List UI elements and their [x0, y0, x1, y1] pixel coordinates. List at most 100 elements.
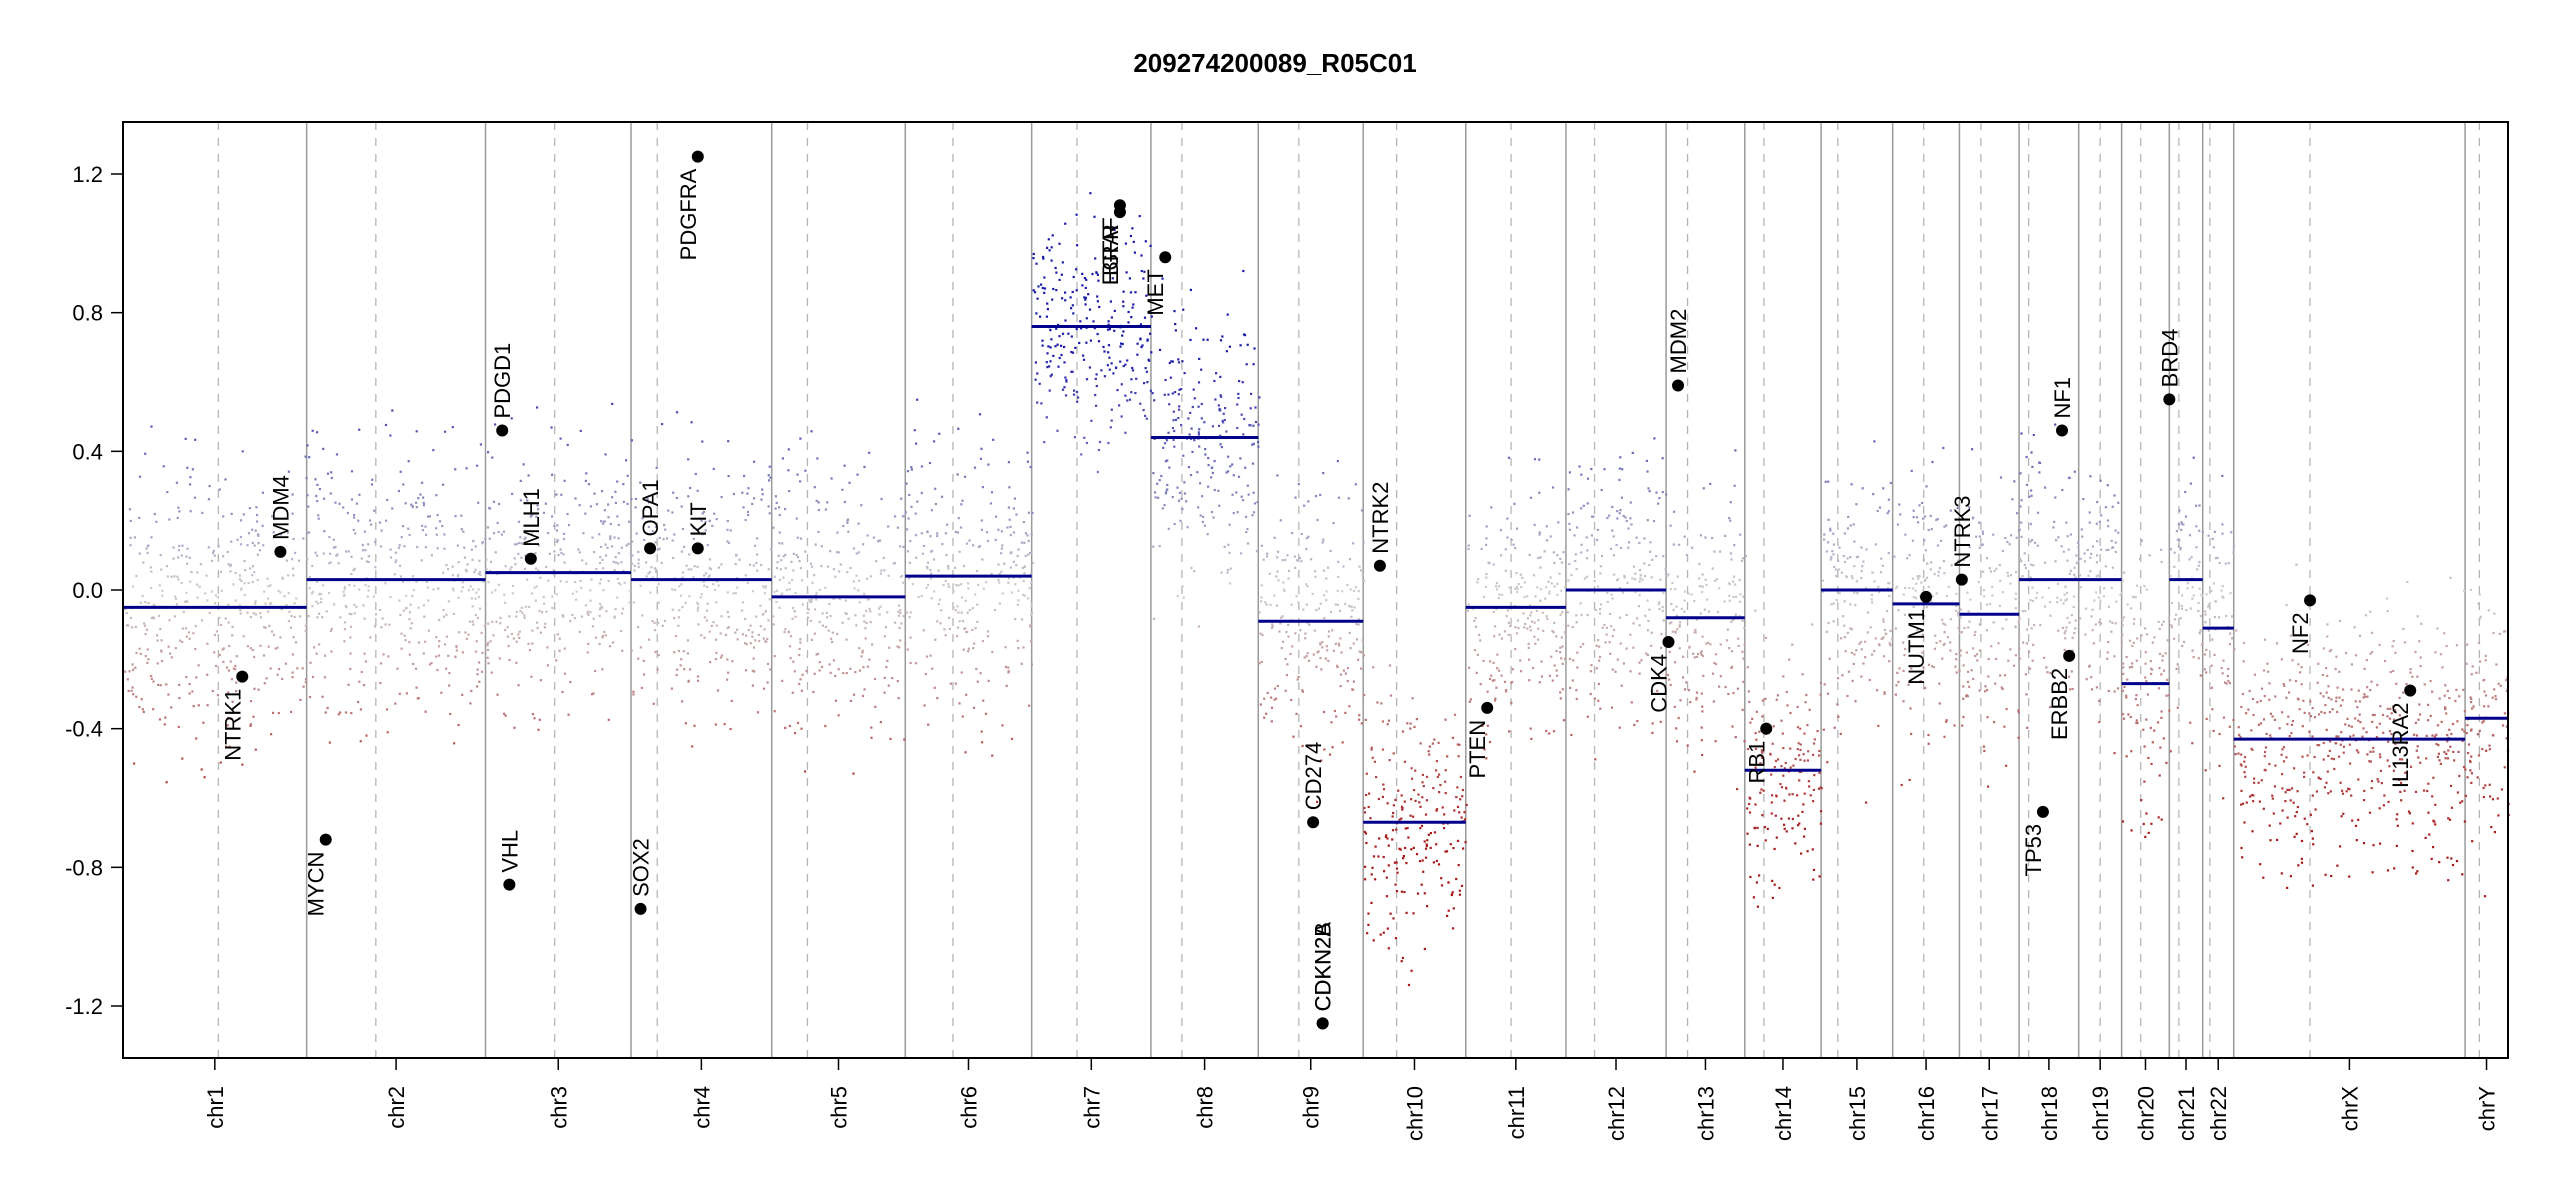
probe-point	[1634, 578, 1637, 581]
probe-point	[530, 592, 534, 595]
probe-point	[1709, 482, 1712, 485]
probe-point	[524, 605, 527, 608]
probe-point	[307, 505, 310, 508]
probe-point	[1648, 490, 1651, 493]
probe-point	[1572, 511, 1575, 514]
probe-point	[1629, 633, 1632, 636]
probe-point	[293, 615, 296, 618]
probe-point	[1282, 581, 1285, 584]
probe-point	[2414, 721, 2417, 724]
probe-point	[1402, 857, 1405, 860]
probe-point	[2160, 818, 2163, 821]
probe-point	[920, 491, 923, 495]
probe-point	[489, 507, 492, 510]
probe-point	[1880, 557, 1883, 560]
probe-point	[697, 623, 700, 626]
probe-point	[757, 633, 760, 636]
probe-point	[2434, 803, 2437, 806]
probe-point	[140, 698, 143, 701]
probe-point	[1713, 661, 1716, 665]
probe-point	[1498, 585, 1501, 588]
probe-point	[773, 710, 776, 713]
probe-point	[655, 570, 658, 573]
probe-point	[1556, 674, 1559, 677]
probe-point	[1589, 670, 1593, 673]
probe-point	[1017, 599, 1020, 602]
probe-point	[410, 622, 413, 625]
probe-point	[2144, 627, 2147, 630]
probe-point	[2195, 546, 2198, 549]
probe-point	[2448, 818, 2452, 821]
probe-point	[2230, 531, 2233, 534]
probe-point	[141, 708, 144, 711]
probe-point	[1366, 932, 1369, 935]
probe-point	[2289, 679, 2292, 682]
probe-point	[963, 627, 966, 630]
probe-point	[1222, 421, 1225, 424]
probe-point	[1609, 612, 1612, 616]
probe-point	[2130, 607, 2133, 610]
probe-point	[255, 506, 258, 509]
probe-point	[1226, 568, 1230, 572]
probe-point	[558, 637, 561, 640]
probe-point	[1410, 767, 1413, 770]
probe-point	[1457, 755, 1460, 758]
probe-point	[2113, 494, 2116, 497]
probe-point	[2018, 657, 2021, 660]
probe-point	[1801, 673, 1804, 676]
probe-point	[2227, 562, 2230, 565]
probe-point	[281, 677, 284, 681]
probe-point	[1646, 470, 1649, 473]
probe-point	[465, 637, 468, 640]
probe-point	[1319, 657, 1322, 660]
probe-point	[1423, 892, 1426, 895]
probe-point	[1290, 698, 1293, 702]
probe-point	[1912, 595, 1915, 599]
probe-point	[1511, 680, 1514, 684]
probe-point	[516, 542, 519, 546]
probe-point	[580, 615, 583, 618]
probe-point	[2178, 509, 2181, 512]
probe-point	[1165, 439, 1169, 442]
probe-point	[326, 706, 329, 710]
probe-point	[466, 563, 469, 566]
probe-point	[952, 606, 955, 609]
probe-point	[751, 502, 754, 506]
probe-point	[350, 470, 354, 473]
probe-point	[678, 585, 681, 588]
probe-point	[1339, 685, 1342, 688]
probe-point	[1177, 361, 1181, 364]
probe-point	[1897, 680, 1900, 683]
probe-point	[1260, 660, 1263, 663]
probe-point	[1693, 631, 1696, 634]
probe-point	[404, 639, 407, 642]
probe-point	[813, 486, 816, 489]
probe-point	[2239, 736, 2242, 739]
probe-point	[720, 563, 723, 566]
probe-point	[365, 560, 369, 563]
probe-point	[1798, 779, 1801, 782]
probe-point	[1436, 775, 1439, 778]
probe-point	[1718, 685, 1721, 688]
probe-point	[940, 495, 944, 498]
probe-point	[791, 617, 794, 620]
probe-point	[225, 666, 229, 669]
probe-point	[398, 544, 401, 547]
probe-point	[1741, 708, 1744, 711]
probe-point	[589, 505, 592, 508]
probe-point	[784, 567, 787, 570]
probe-point	[706, 585, 709, 589]
probe-point	[430, 662, 433, 665]
probe-point	[758, 639, 761, 643]
probe-point	[909, 611, 912, 614]
probe-point	[1669, 524, 1672, 527]
probe-point	[792, 660, 795, 663]
probe-point	[1579, 602, 1582, 605]
probe-point	[147, 602, 150, 605]
probe-point	[626, 474, 629, 477]
probe-point	[1475, 671, 1478, 674]
probe-point	[1860, 675, 1863, 678]
probe-point	[681, 571, 685, 574]
probe-point	[1620, 684, 1623, 687]
probe-point	[650, 566, 653, 569]
